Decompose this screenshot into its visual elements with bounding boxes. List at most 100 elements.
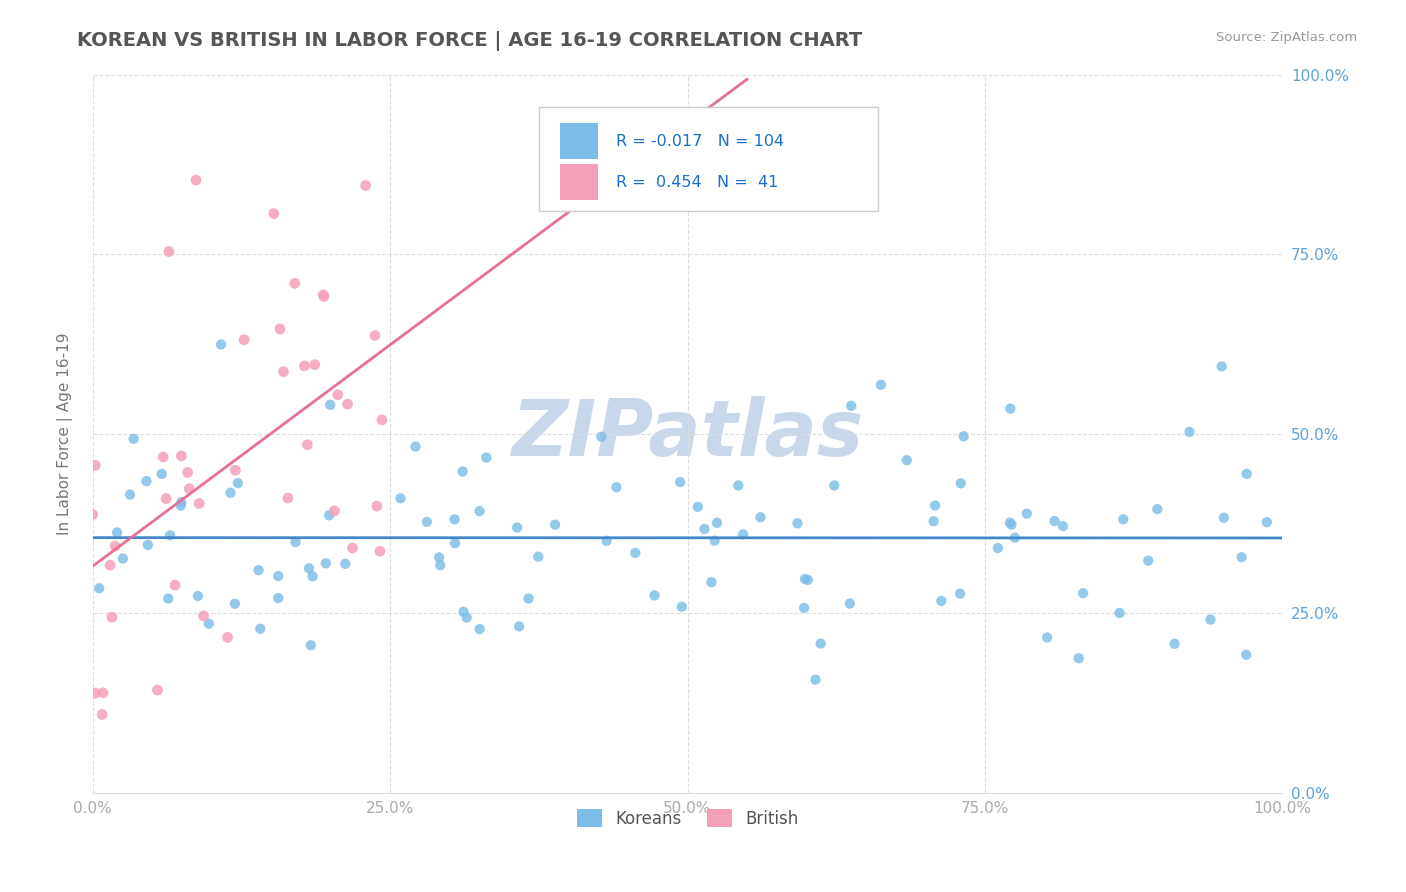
- Point: [298, 561, 321, 575]
- Point: [1015, 507, 1038, 521]
- Point: [517, 591, 540, 606]
- Point: [1178, 425, 1201, 439]
- Point: [269, 322, 291, 336]
- Point: [198, 616, 221, 631]
- Y-axis label: In Labor Force | Age 16-19: In Labor Force | Age 16-19: [58, 333, 73, 535]
- Point: [453, 605, 475, 619]
- Point: [122, 432, 145, 446]
- Point: [101, 610, 124, 624]
- Point: [1212, 510, 1234, 524]
- Point: [700, 575, 723, 590]
- Point: [318, 508, 340, 523]
- Point: [839, 399, 862, 413]
- Point: [1036, 631, 1059, 645]
- Point: [263, 206, 285, 220]
- Point: [84, 458, 107, 473]
- Point: [1146, 502, 1168, 516]
- Point: [456, 610, 478, 624]
- Point: [896, 453, 918, 467]
- Point: [793, 600, 815, 615]
- Point: [249, 622, 271, 636]
- Point: [224, 463, 246, 477]
- Point: [179, 482, 201, 496]
- Point: [1163, 637, 1185, 651]
- Point: [1000, 517, 1022, 532]
- Point: [304, 358, 326, 372]
- Point: [217, 631, 239, 645]
- Point: [187, 589, 209, 603]
- Point: [176, 466, 198, 480]
- Point: [924, 499, 946, 513]
- Point: [870, 377, 893, 392]
- Point: [1108, 606, 1130, 620]
- Point: [91, 707, 114, 722]
- Text: Source: ZipAtlas.com: Source: ZipAtlas.com: [1216, 31, 1357, 45]
- Point: [669, 475, 692, 489]
- Point: [591, 430, 613, 444]
- Point: [312, 289, 335, 303]
- Point: [949, 587, 972, 601]
- Point: [319, 398, 342, 412]
- Point: [146, 683, 169, 698]
- Point: [1137, 554, 1160, 568]
- Point: [111, 551, 134, 566]
- Point: [922, 514, 945, 528]
- Point: [595, 533, 617, 548]
- Point: [1004, 531, 1026, 545]
- Point: [727, 478, 749, 492]
- Point: [468, 504, 491, 518]
- Point: [273, 365, 295, 379]
- Point: [312, 288, 335, 302]
- Point: [1234, 648, 1257, 662]
- Point: [749, 510, 772, 524]
- Point: [506, 520, 529, 534]
- Point: [135, 474, 157, 488]
- Point: [786, 516, 808, 531]
- Point: [301, 569, 323, 583]
- Point: [544, 517, 567, 532]
- Point: [451, 465, 474, 479]
- Point: [823, 478, 845, 492]
- Point: [1211, 359, 1233, 374]
- Point: [686, 500, 709, 514]
- Point: [794, 572, 817, 586]
- Point: [105, 525, 128, 540]
- Text: R =  0.454   N =  41: R = 0.454 N = 41: [616, 175, 779, 190]
- Point: [444, 536, 467, 550]
- Point: [184, 173, 207, 187]
- Point: [405, 440, 427, 454]
- Point: [91, 686, 114, 700]
- Point: [157, 244, 180, 259]
- Point: [284, 277, 307, 291]
- Point: [475, 450, 498, 465]
- Point: [284, 535, 307, 549]
- Point: [366, 499, 388, 513]
- Point: [1256, 515, 1278, 529]
- Point: [159, 528, 181, 542]
- Point: [118, 487, 141, 501]
- Point: [1236, 467, 1258, 481]
- Point: [170, 495, 193, 509]
- Point: [810, 636, 832, 650]
- Point: [163, 578, 186, 592]
- Point: [89, 581, 111, 595]
- Point: [952, 429, 974, 443]
- Point: [427, 550, 450, 565]
- Point: [157, 591, 180, 606]
- Point: [998, 516, 1021, 530]
- Point: [416, 515, 439, 529]
- Point: [82, 508, 104, 522]
- Point: [277, 491, 299, 505]
- Point: [354, 178, 377, 193]
- Point: [233, 333, 256, 347]
- Point: [226, 476, 249, 491]
- FancyBboxPatch shape: [538, 107, 877, 211]
- Point: [468, 622, 491, 636]
- Point: [389, 491, 412, 506]
- Legend: Koreans, British: Koreans, British: [571, 803, 804, 835]
- Point: [155, 491, 177, 506]
- Point: [193, 609, 215, 624]
- Point: [326, 388, 349, 402]
- Point: [368, 544, 391, 558]
- Point: [929, 594, 952, 608]
